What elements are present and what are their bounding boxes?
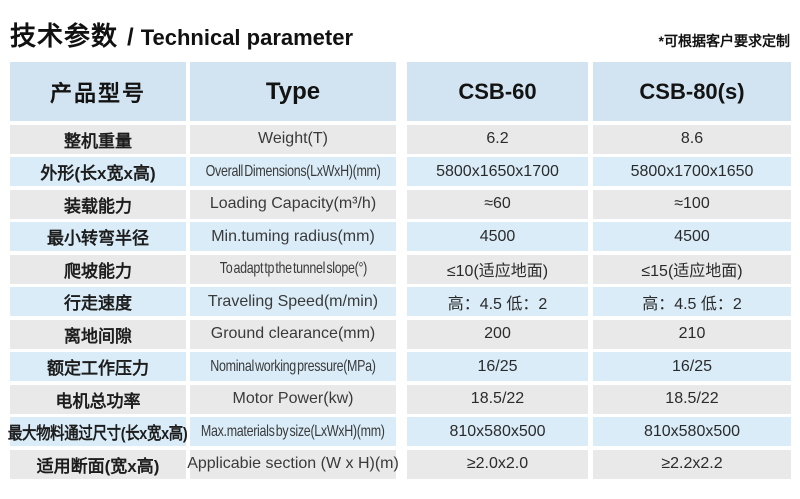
- row-label-en: Nominal working pressure(MPa): [190, 352, 396, 381]
- table-row-turning-radius: 最小转弯半径 Min.tuming radius(mm) 4500 4500: [10, 222, 791, 251]
- table-row-ground-clearance: 离地间隙 Ground clearance(mm) 200 210: [10, 319, 791, 349]
- row-label-cn: 适用断面(宽x高): [10, 449, 186, 479]
- table-row-slope: 爬坡能力 To adapt tp the tunnel slope(°) ≤10…: [10, 254, 791, 284]
- table-row-traveling-speed: 行走速度 Traveling Speed(m/min) 高：4.5 低：2 高：…: [10, 287, 791, 316]
- row-label-en: Loading Capacity(m³/h): [190, 189, 396, 219]
- table-row-max-material-size: 最大物料通过尺寸(长x宽x高) Max.materials by size(Lx…: [8, 417, 791, 446]
- row-label-cn: 离地间隙: [10, 319, 186, 349]
- row-label-en: Motor Power(kw): [190, 384, 396, 414]
- table-row-applicable-section: 适用断面(宽x高) Applicabie section (W x H)(m) …: [10, 449, 791, 479]
- value-csb60: 6.2: [407, 124, 588, 154]
- parameter-table: 产品型号 Type CSB-60 CSB-80(s) 整机重量 Weight(T…: [8, 62, 791, 479]
- value-csb60: 高：4.5 低：2: [407, 287, 588, 316]
- value-csb60: ≥2.0x2.0: [407, 449, 588, 479]
- table-header-row: 产品型号 Type CSB-60 CSB-80(s): [10, 62, 791, 121]
- value-csb80: 16/25: [593, 352, 791, 381]
- value-csb60: 810x580x500: [407, 417, 588, 446]
- value-csb60: 200: [407, 319, 588, 349]
- value-csb80: 5800x1700x1650: [593, 157, 791, 186]
- value-csb80: ≈100: [593, 189, 791, 219]
- title-separator: /: [127, 24, 134, 51]
- value-csb80: 810x580x500: [593, 417, 791, 446]
- table-row-loading-capacity: 装载能力 Loading Capacity(m³/h) ≈60 ≈100: [10, 189, 791, 219]
- header-type: Type: [190, 62, 396, 121]
- row-label-cn: 装载能力: [10, 189, 186, 219]
- row-label-en: Weight(T): [190, 124, 396, 154]
- header-csb60: CSB-60: [407, 62, 588, 121]
- value-csb80: ≤15(适应地面): [593, 254, 791, 284]
- page-title-cn: 技术参数: [10, 21, 119, 51]
- row-label-en: Min.tuming radius(mm): [190, 222, 396, 251]
- value-csb80: 高：4.5 低：2: [593, 287, 791, 316]
- value-csb80: 18.5/22: [593, 384, 791, 414]
- customization-note: *可根据客户要求定制: [658, 33, 790, 49]
- row-label-en: To adapt tp the tunnel slope(°): [190, 254, 396, 284]
- value-csb60: ≤10(适应地面): [407, 254, 588, 284]
- page-title-en: Technical parameter: [140, 25, 354, 50]
- row-label-en: Ground clearance(mm): [190, 319, 396, 349]
- table-row-working-pressure: 额定工作压力 Nominal working pressure(MPa) 16/…: [10, 352, 791, 381]
- row-label-cn: 最大物料通过尺寸(长x宽x高): [8, 417, 188, 446]
- row-label-cn: 行走速度: [10, 287, 186, 316]
- value-csb60: 16/25: [407, 352, 588, 381]
- table-row-dimensions: 外形(长x宽x高) Overall Dimensions(LxWxH)(mm) …: [10, 157, 791, 186]
- value-csb80: ≥2.2x2.2: [593, 449, 791, 479]
- table-row-motor-power: 电机总功率 Motor Power(kw) 18.5/22 18.5/22: [10, 384, 791, 414]
- row-label-en: Overall Dimensions(LxWxH)(mm): [190, 157, 396, 186]
- header-csb80: CSB-80(s): [593, 62, 791, 121]
- row-label-en: Max.materials by size(LxWxH)(mm): [190, 417, 396, 446]
- value-csb80: 8.6: [593, 124, 791, 154]
- value-csb60: ≈60: [407, 189, 588, 219]
- row-label-cn: 额定工作压力: [10, 352, 186, 381]
- title-bar: 技术参数 / Technical parameter *可根据客户要求定制: [10, 16, 790, 53]
- value-csb60: 4500: [407, 222, 588, 251]
- value-csb80: 210: [593, 319, 791, 349]
- row-label-cn: 最小转弯半径: [10, 222, 186, 251]
- row-label-cn: 整机重量: [10, 124, 186, 154]
- row-label-cn: 爬坡能力: [10, 254, 186, 284]
- page-title: 技术参数 / Technical parameter: [10, 16, 353, 53]
- value-csb60: 5800x1650x1700: [407, 157, 588, 186]
- row-label-en: Applicabie section (W x H)(m): [187, 449, 399, 479]
- row-label-cn: 外形(长x宽x高): [10, 157, 186, 186]
- value-csb80: 4500: [593, 222, 791, 251]
- header-product-model: 产品型号: [10, 62, 186, 121]
- row-label-en: Traveling Speed(m/min): [190, 287, 396, 316]
- row-label-cn: 电机总功率: [10, 384, 186, 414]
- value-csb60: 18.5/22: [407, 384, 588, 414]
- table-row-weight: 整机重量 Weight(T) 6.2 8.6: [10, 124, 791, 154]
